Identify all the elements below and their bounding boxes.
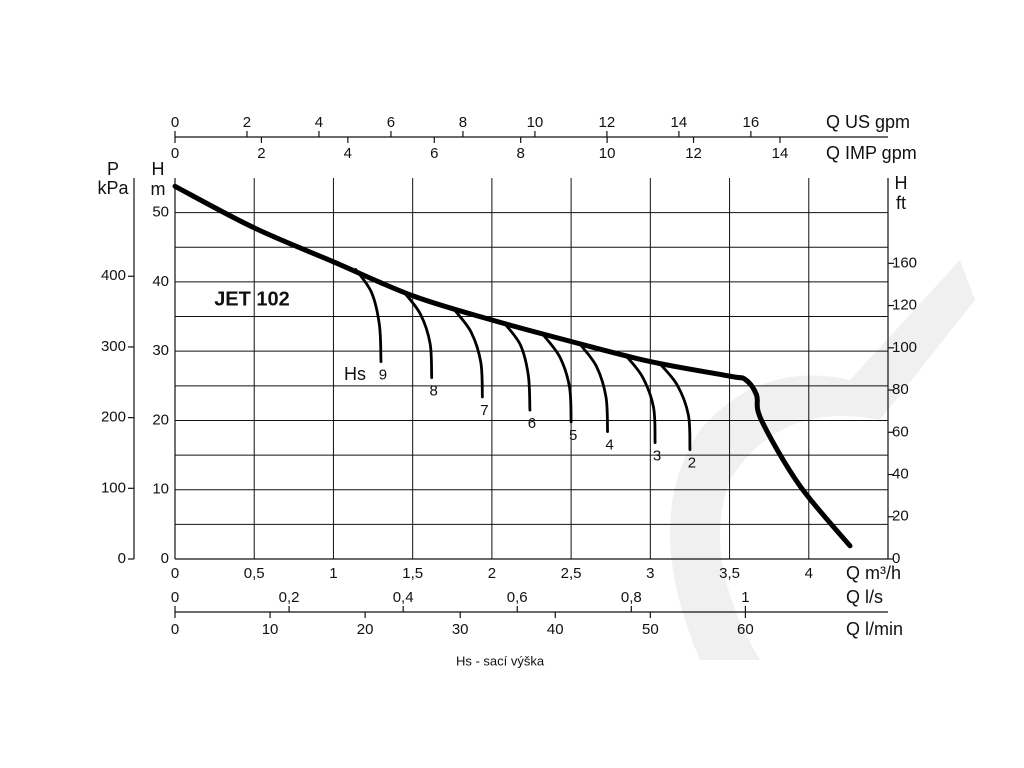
x-tick-label: 40	[547, 621, 564, 638]
x-tick-label: 0,2	[279, 589, 300, 606]
x2-tick-label: 16	[743, 114, 760, 131]
chart-title: JET 102	[214, 288, 290, 310]
curve	[503, 322, 532, 412]
x-tick-label: 0	[171, 589, 179, 606]
x-tick-label: 50	[642, 621, 659, 638]
curve-label: 5	[569, 427, 577, 444]
p-axis-unit: kPa	[97, 178, 129, 198]
x-tick-label: 2	[488, 565, 496, 582]
x-axis-title: Q l/s	[846, 587, 883, 607]
x-tick-label: 0	[171, 621, 179, 638]
x2-tick-label: 14	[772, 145, 789, 162]
x2-tick-label: 0	[171, 145, 179, 162]
x-tick-label: 30	[452, 621, 469, 638]
x-axis-title: Q m³/h	[846, 563, 901, 583]
curve	[403, 291, 434, 379]
curve-label: 2	[688, 455, 696, 472]
ft-axis-title: H	[895, 173, 908, 193]
curve-label: 9	[379, 367, 387, 384]
x2-tick-label: 8	[517, 145, 525, 162]
x2-axis-title: Q IMP gpm	[826, 143, 917, 163]
h-axis-unit: m	[151, 179, 166, 199]
x-axis-title: Q l/min	[846, 619, 903, 639]
p-tick-label: 300	[101, 338, 126, 355]
x-tick-label: 1	[741, 589, 749, 606]
ft-axis-unit: ft	[896, 193, 906, 213]
x-tick-label: 0,4	[393, 589, 414, 606]
p-axis-title: P	[107, 159, 119, 179]
curve-label: 6	[528, 415, 536, 432]
x-tick-label: 1	[329, 565, 337, 582]
y-tick-label: 0	[161, 550, 169, 567]
y2-tick-label: 0	[892, 550, 900, 567]
watermark	[670, 260, 975, 660]
y2-tick-label: 100	[892, 339, 917, 356]
x2-tick-label: 4	[344, 145, 352, 162]
x-tick-label: 2,5	[561, 565, 582, 582]
x2-tick-label: 2	[243, 114, 251, 131]
x-tick-label: 60	[737, 621, 754, 638]
x2-tick-label: 14	[671, 114, 688, 131]
hs-label: Hs	[344, 364, 366, 384]
x-tick-label: 3	[646, 565, 654, 582]
y-tick-label: 30	[152, 342, 169, 359]
x2-tick-label: 6	[430, 145, 438, 162]
curve-label: 3	[653, 448, 661, 465]
x2-tick-label: 12	[599, 114, 616, 131]
y2-tick-label: 120	[892, 297, 917, 314]
curve	[579, 343, 609, 433]
p-tick-label: 200	[101, 409, 126, 426]
curve	[454, 309, 484, 399]
x-tick-label: 4	[805, 565, 813, 582]
footnote: Hs - sací výška	[456, 653, 545, 668]
curve-label: 8	[430, 382, 438, 399]
curve	[354, 268, 383, 363]
y2-tick-label: 160	[892, 254, 917, 271]
y-tick-label: 40	[152, 273, 169, 290]
y2-tick-label: 20	[892, 508, 909, 525]
x-tick-label: 3,5	[719, 565, 740, 582]
x2-tick-label: 4	[315, 114, 323, 131]
p-tick-label: 100	[101, 479, 126, 496]
y-tick-label: 50	[152, 204, 169, 221]
y-tick-label: 10	[152, 481, 169, 498]
x-tick-label: 0	[171, 565, 179, 582]
h-axis-title: H	[152, 159, 165, 179]
curve-label: 7	[480, 402, 488, 419]
curve	[623, 353, 657, 445]
curve	[172, 183, 853, 549]
x2-tick-label: 10	[527, 114, 544, 131]
x-tick-label: 20	[357, 621, 374, 638]
x2-tick-label: 0	[171, 114, 179, 131]
curve-label: 4	[605, 437, 613, 454]
x2-tick-label: 2	[257, 145, 265, 162]
x-tick-label: 0,6	[507, 589, 528, 606]
x-tick-label: 1,5	[402, 565, 423, 582]
y2-tick-label: 60	[892, 423, 909, 440]
p-tick-label: 400	[101, 267, 126, 284]
x2-tick-label: 6	[387, 114, 395, 131]
x2-tick-label: 10	[599, 145, 616, 162]
curve	[542, 334, 573, 424]
p-tick-label: 0	[118, 550, 126, 567]
y2-tick-label: 40	[892, 465, 909, 482]
x-tick-label: 0,8	[621, 589, 642, 606]
curve	[658, 362, 692, 451]
y2-tick-label: 80	[892, 381, 909, 398]
x-tick-label: 0,5	[244, 565, 265, 582]
y-tick-label: 20	[152, 411, 169, 428]
x2-axis-title: Q US gpm	[826, 112, 910, 132]
x2-tick-label: 12	[685, 145, 702, 162]
x2-tick-label: 8	[459, 114, 467, 131]
x-tick-label: 10	[262, 621, 279, 638]
